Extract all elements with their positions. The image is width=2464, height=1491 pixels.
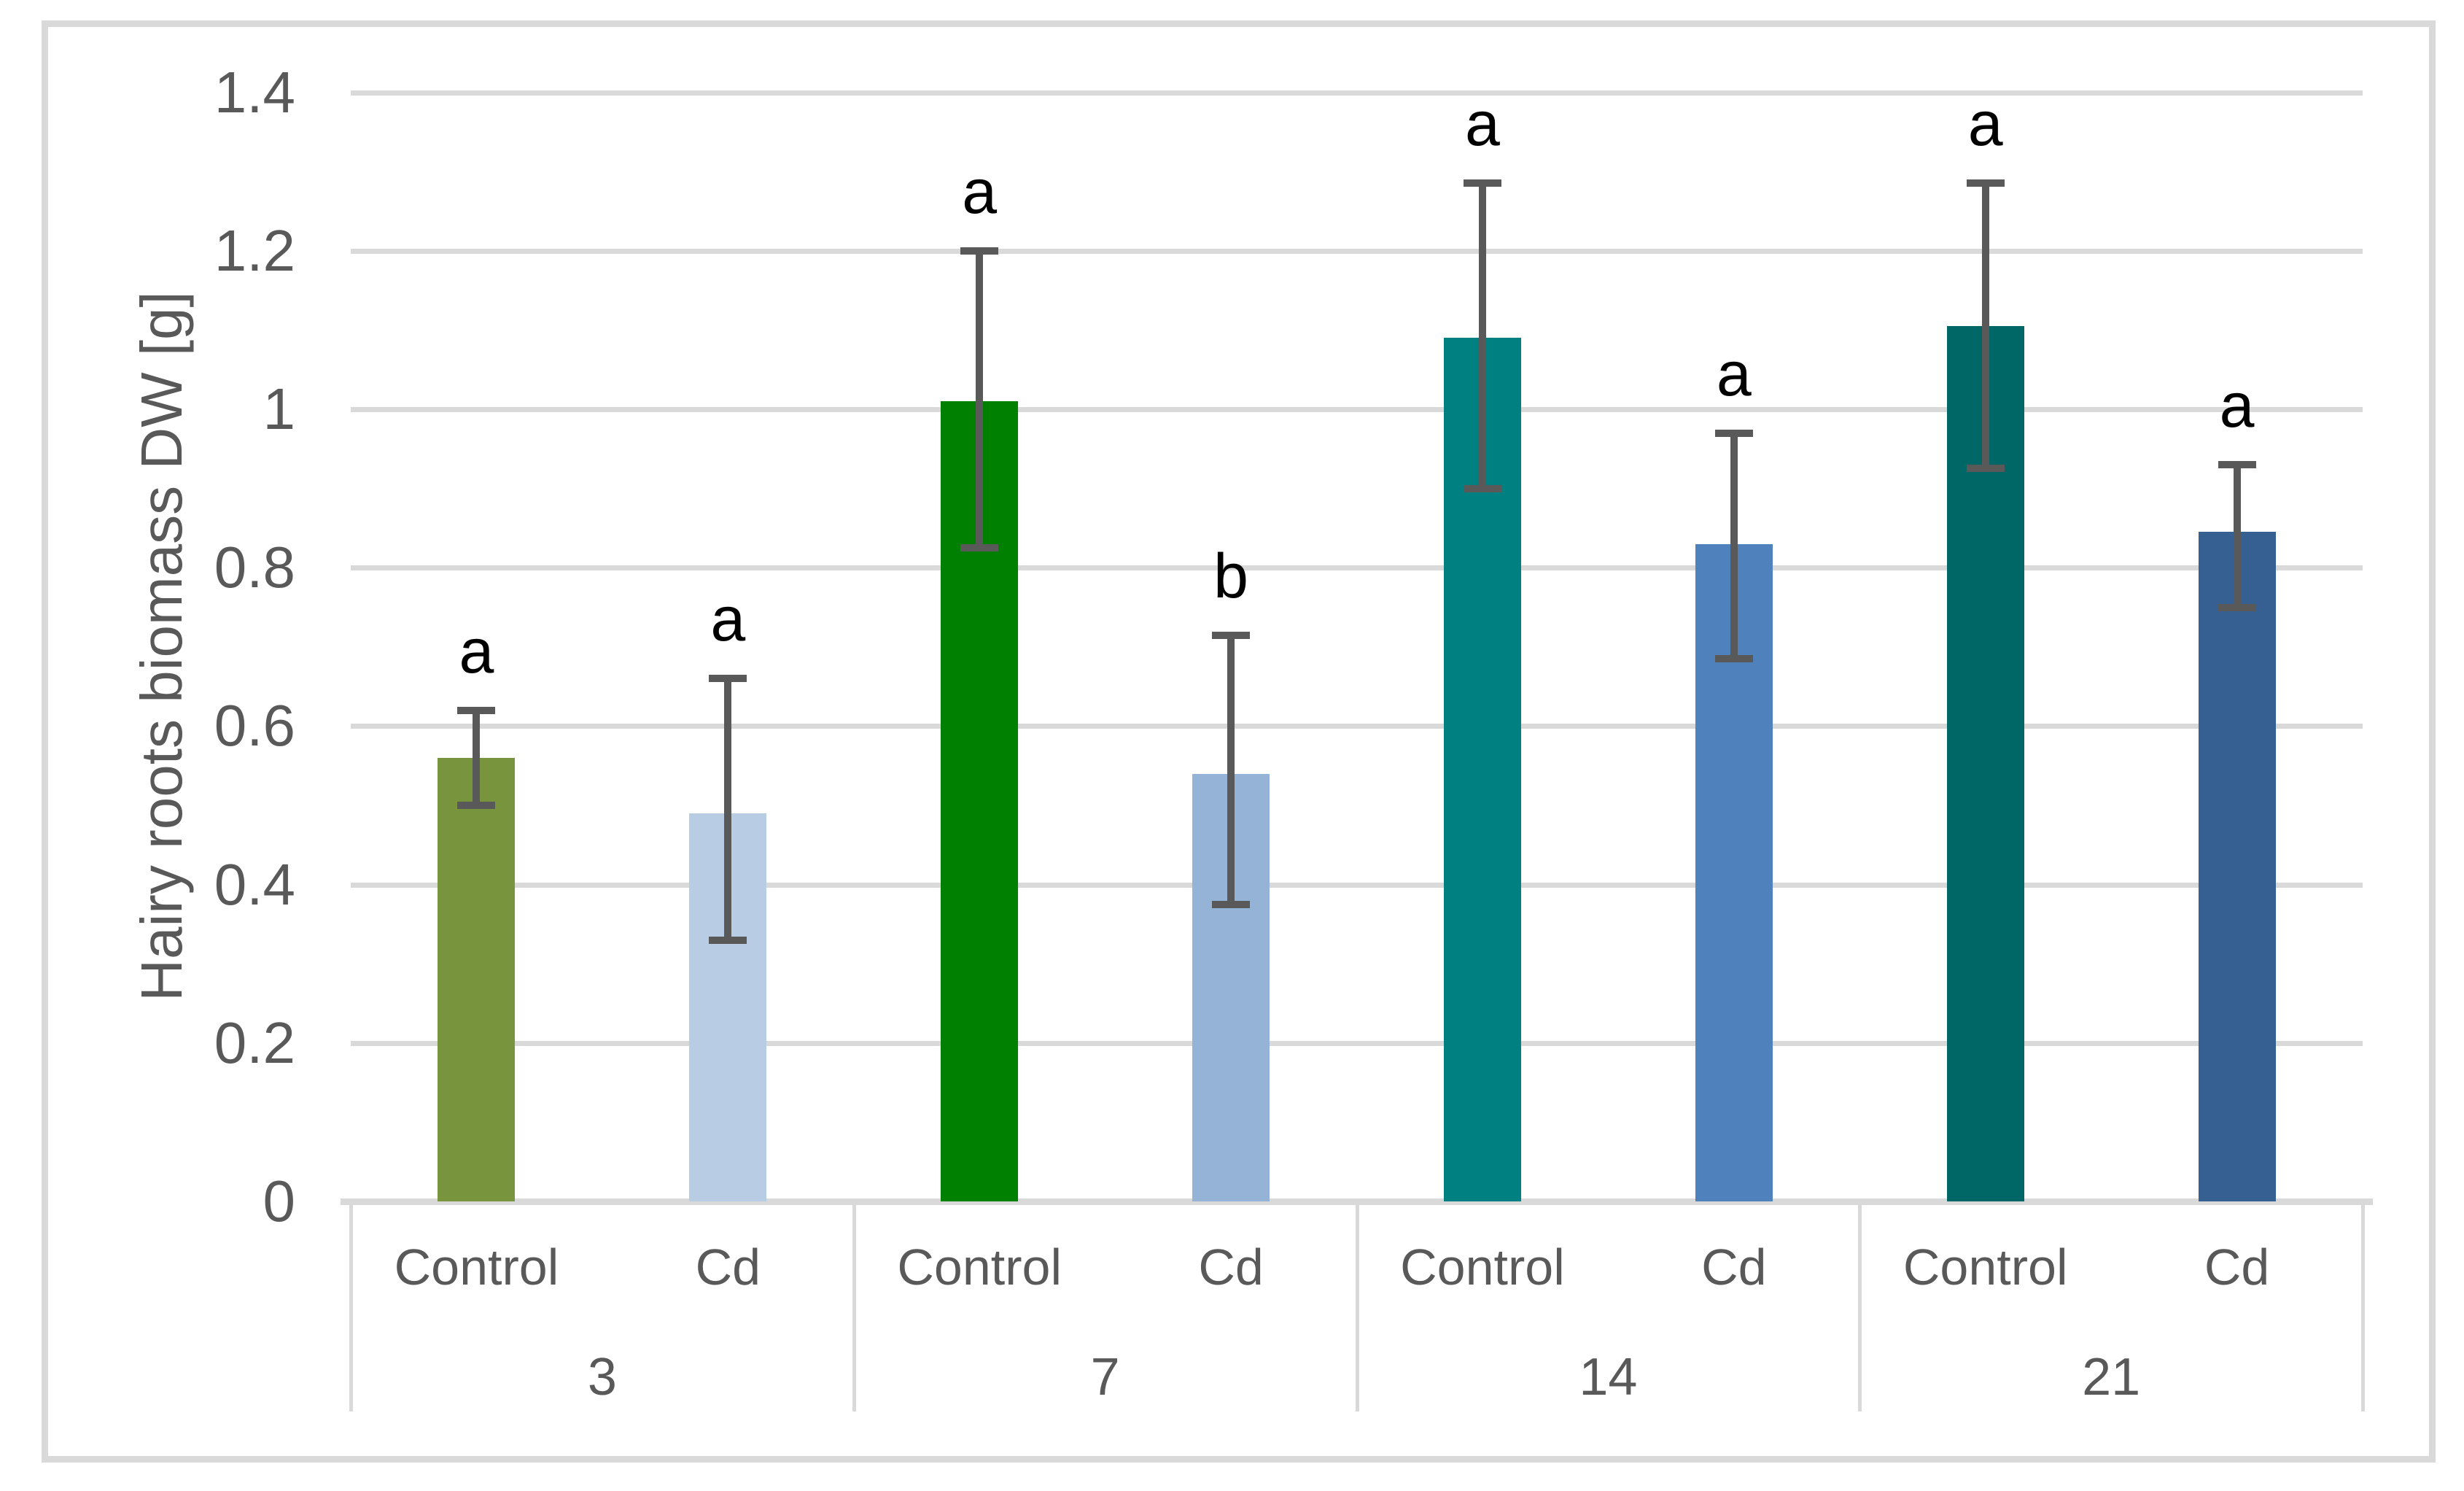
error-cap-bottom: [960, 544, 999, 552]
error-cap-top: [1966, 179, 2005, 187]
category-separator: [349, 1201, 353, 1411]
error-cap-top: [1212, 631, 1251, 639]
y-gridline: [351, 882, 2363, 888]
error-cap-bottom: [1714, 655, 1753, 663]
y-tick-label: 0.4: [214, 851, 295, 917]
category-separator: [852, 1201, 856, 1411]
category-separator: [1355, 1201, 1359, 1411]
y-tick-label: 0.8: [214, 535, 295, 600]
significance-letter: a: [710, 584, 746, 655]
bar-control-day3: [438, 757, 516, 1201]
day-label-14: 14: [1579, 1348, 1638, 1406]
figure-frame: [42, 20, 2436, 1463]
error-bar: [1981, 183, 1989, 469]
error-cap-bottom: [1212, 900, 1251, 908]
y-gridline: [351, 1040, 2363, 1046]
significance-letter: a: [1465, 89, 1500, 160]
error-cap-bottom: [709, 936, 747, 944]
y-tick-label: 1: [263, 376, 296, 441]
significance-letter: a: [962, 156, 998, 227]
y-tick-label: 1.4: [214, 59, 295, 125]
category-label-cd-day7: Cd: [1198, 1239, 1264, 1296]
error-cap-bottom: [1966, 465, 2005, 473]
day-label-7: 7: [1090, 1348, 1120, 1406]
significance-letter: a: [1967, 89, 2003, 160]
error-bar: [976, 250, 984, 549]
y-gridline: [351, 248, 2363, 254]
error-bar: [1478, 183, 1486, 489]
error-cap-top: [1463, 179, 1501, 187]
error-bar: [1227, 635, 1235, 905]
category-label-control-day7: Control: [897, 1239, 1062, 1296]
error-bar: [2233, 465, 2241, 608]
category-label-control-day21: Control: [1903, 1239, 2068, 1296]
error-cap-top: [960, 247, 999, 255]
error-bar: [473, 710, 481, 805]
error-cap-top: [457, 706, 496, 714]
category-separator: [2361, 1201, 2365, 1411]
significance-letter: a: [1716, 338, 1752, 409]
y-tick-label: 0.6: [214, 693, 295, 759]
y-tick-label: 1.2: [214, 217, 295, 283]
error-cap-bottom: [457, 802, 496, 809]
category-label-cd-day14: Cd: [1701, 1239, 1767, 1296]
category-label-control-day3: Control: [394, 1239, 559, 1296]
day-label-21: 21: [2082, 1348, 2141, 1406]
bar-cd-day21: [2198, 532, 2276, 1201]
significance-letter: a: [2219, 371, 2255, 441]
category-label-cd-day21: Cd: [2204, 1239, 2270, 1296]
error-cap-bottom: [2218, 603, 2256, 611]
error-bar: [724, 678, 732, 940]
category-label-cd-day3: Cd: [695, 1239, 761, 1296]
error-cap-top: [2218, 461, 2256, 469]
y-gridline: [351, 407, 2363, 412]
error-cap-top: [1714, 429, 1753, 437]
y-gridline: [351, 565, 2363, 571]
y-gridline: [351, 90, 2363, 96]
significance-letter: b: [1213, 541, 1248, 611]
error-cap-bottom: [1463, 484, 1501, 492]
y-gridline: [351, 724, 2363, 729]
error-bar: [1730, 433, 1738, 659]
category-label-control-day14: Control: [1400, 1239, 1565, 1296]
y-tick-label: 0.2: [214, 1010, 295, 1075]
category-separator: [1858, 1201, 1862, 1411]
day-label-3: 3: [587, 1348, 617, 1406]
y-tick-label: 0: [263, 1169, 296, 1234]
significance-letter: a: [459, 616, 494, 686]
error-cap-top: [709, 675, 747, 683]
